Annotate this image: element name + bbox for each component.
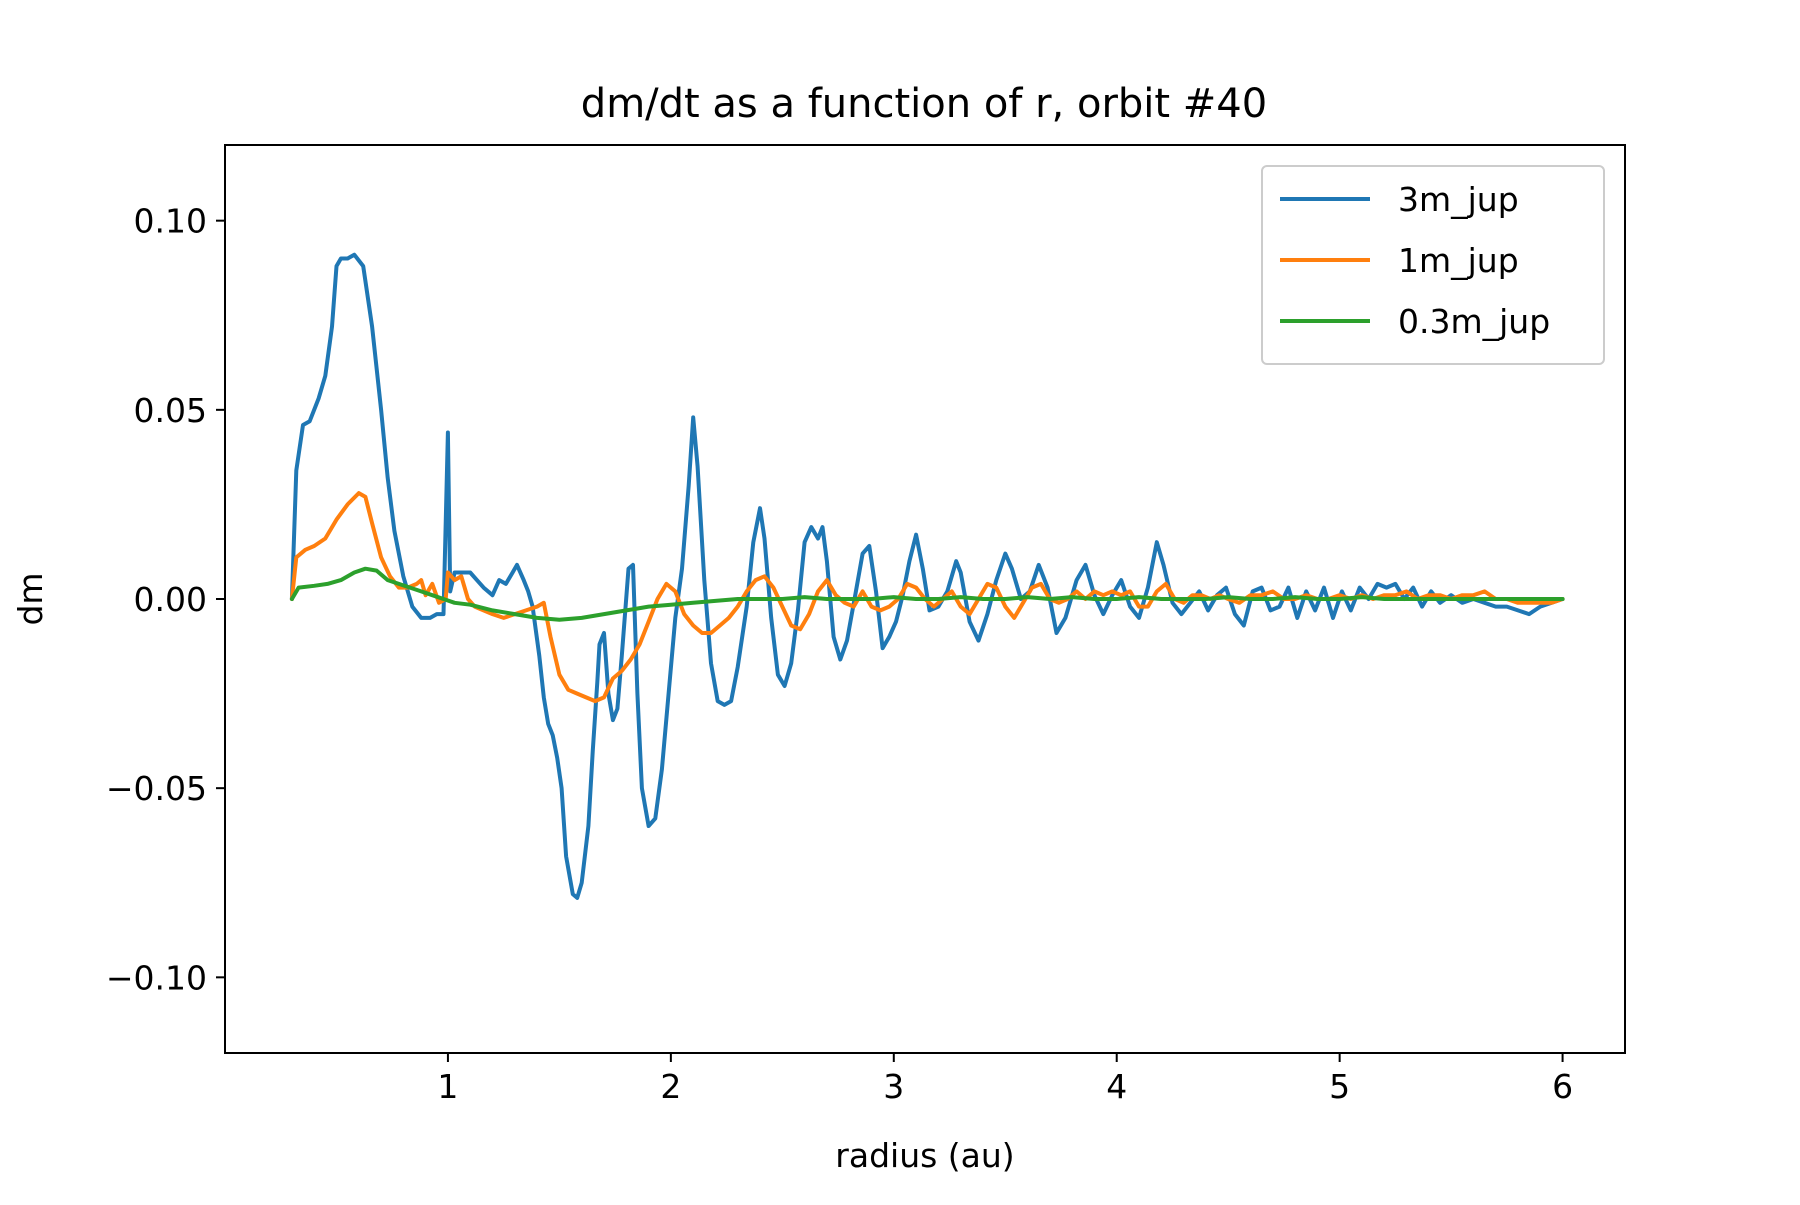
legend-label-2: 0.3m_jup <box>1398 302 1550 341</box>
legend-label-1: 1m_jup <box>1398 241 1519 280</box>
y-tick-label: 0.00 <box>134 580 207 619</box>
chart-title: dm/dt as a function of r, orbit #40 <box>581 81 1267 127</box>
legend: 3m_jup 1m_jup 0.3m_jup <box>1261 165 1605 365</box>
x-tick-label: 3 <box>883 1067 904 1106</box>
y-axis: −0.10 −0.05 0.00 0.05 0.10 <box>106 202 225 997</box>
y-tick-label: −0.10 <box>106 958 207 997</box>
x-axis-label: radius (au) <box>835 1136 1014 1175</box>
x-tick-label: 1 <box>437 1067 458 1106</box>
series-line-2 <box>289 566 1565 622</box>
x-tick-label: 2 <box>660 1067 681 1106</box>
series-line-1 <box>289 491 1565 704</box>
x-tick-label: 4 <box>1106 1067 1127 1106</box>
legend-box <box>1261 165 1605 365</box>
y-tick-label: 0.05 <box>134 391 207 430</box>
legend-label-0: 3m_jup <box>1398 180 1519 219</box>
x-axis: 1 2 3 4 5 6 <box>437 1053 1573 1106</box>
y-axis-label: dm <box>11 572 50 625</box>
y-tick-label: −0.05 <box>106 769 207 808</box>
x-tick-label: 6 <box>1552 1067 1573 1106</box>
series-layer <box>289 252 1565 900</box>
y-tick-label: 0.10 <box>134 202 207 241</box>
x-tick-label: 5 <box>1329 1067 1350 1106</box>
